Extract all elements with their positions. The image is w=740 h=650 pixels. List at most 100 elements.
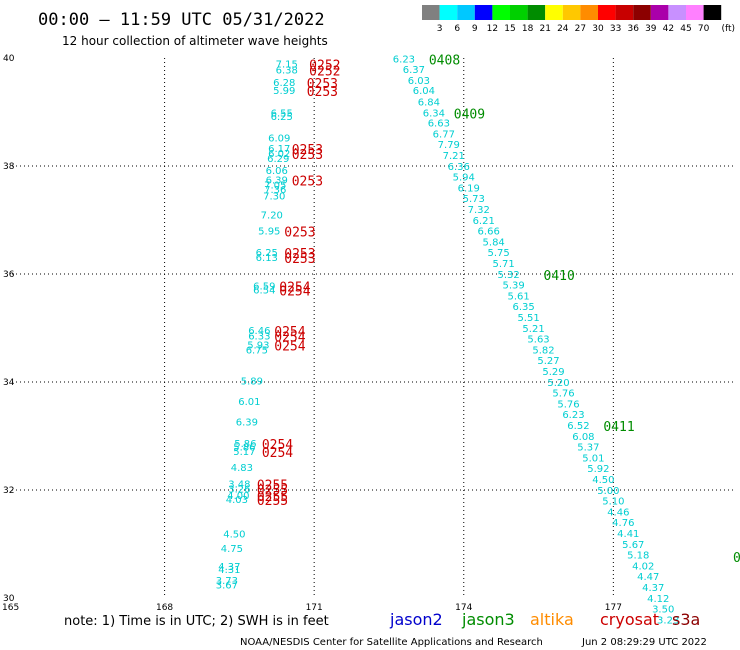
swh-data-point: 3.48 xyxy=(228,479,250,490)
legend-label: 42 xyxy=(663,24,674,34)
swh-data-point: 6.84 xyxy=(418,98,440,109)
swh-data-point: 6.37 xyxy=(403,65,425,76)
swh-data-point: 5.20 xyxy=(547,378,569,389)
pass-time-label: 0253 xyxy=(292,148,323,163)
swh-data-point: 5.94 xyxy=(453,173,475,184)
pass-time-label: 0253 xyxy=(284,252,315,267)
pass-time-label: 0254 xyxy=(279,284,310,299)
satellite-cryosat: cryosat xyxy=(600,610,659,629)
swh-data-point: 4.83 xyxy=(231,463,253,474)
legend-label: 45 xyxy=(680,24,691,34)
swh-data-point: 7.30 xyxy=(263,191,285,202)
swh-data-point: 4.50 xyxy=(592,475,614,486)
swh-data-point: 7.36 xyxy=(264,185,286,196)
y-tick-label: 32 xyxy=(3,486,14,496)
swh-data-point: 6.06 xyxy=(266,166,288,177)
swh-data-point: 6.46 xyxy=(248,326,270,337)
pass-time-label: 0410 xyxy=(544,269,575,284)
swh-data-point: 5.17 xyxy=(233,447,255,458)
legend-label: 15 xyxy=(504,24,515,34)
legend-label: 36 xyxy=(627,24,639,34)
x-tick-label: 168 xyxy=(156,603,173,613)
swh-data-point: 6.38 xyxy=(276,66,298,77)
swh-data-point: 6.75 xyxy=(246,345,268,356)
swh-data-point: 5.37 xyxy=(577,443,599,454)
satellite-jason3: jason3 xyxy=(461,610,515,629)
swh-data-point: 5.76 xyxy=(552,389,574,400)
swh-data-point: 6.19 xyxy=(458,183,480,194)
swh-data-point: 6.59 xyxy=(253,282,275,293)
swh-data-point: 6.09 xyxy=(268,134,290,145)
legend-label: 12 xyxy=(487,24,498,34)
swh-data-point: 6.08 xyxy=(572,432,594,443)
pass-time-label: 0253 xyxy=(307,85,338,100)
swh-data-point: 3.50 xyxy=(652,605,674,616)
legend-swatch xyxy=(562,5,581,20)
pass-time-label: 0254 xyxy=(279,281,310,296)
swh-data-point: 7.15 xyxy=(276,60,298,71)
swh-data-point: 6.33 xyxy=(248,331,270,342)
swh-data-point: 5.32 xyxy=(498,270,520,281)
swh-data-point: 7.21 xyxy=(443,151,465,162)
swh-data-point: 6.23 xyxy=(393,54,415,65)
swh-data-point: 6.13 xyxy=(256,253,278,264)
legend-swatch xyxy=(598,5,616,20)
legend-swatch xyxy=(422,5,440,20)
pass-time-label: 0252 xyxy=(309,59,340,74)
plot-area: 165 168 171 174 1773032343638407.156.386.285… xyxy=(2,53,740,626)
swh-data-point: 5.61 xyxy=(507,291,529,302)
pass-time-label: 0254 xyxy=(274,330,305,345)
swh-data-point: 6.29 xyxy=(267,154,289,165)
swh-data-point: 5.63 xyxy=(527,335,549,346)
swh-data-point: 4.12 xyxy=(647,594,669,605)
pass-time-label: 0408 xyxy=(429,53,460,68)
swh-data-point: 4.37 xyxy=(218,562,240,573)
swh-data-point: 6.52 xyxy=(567,421,589,432)
swh-data-point: 6.39 xyxy=(236,418,258,429)
swh-data-point: 7.79 xyxy=(438,140,460,151)
swh-data-point: 6.01 xyxy=(238,397,260,408)
legend-label: 39 xyxy=(645,24,657,34)
page-title: 00:00 – 11:59 UTC 05/31/2022 xyxy=(38,10,325,30)
x-tick-label: 177 xyxy=(605,603,622,613)
pass-time-label: 0255 xyxy=(257,490,288,505)
swh-data-point: 4.47 xyxy=(637,572,659,583)
swh-data-point: 5.95 xyxy=(258,227,280,238)
swh-data-point: 6.55 xyxy=(271,108,293,119)
swh-data-point: 5.92 xyxy=(587,464,609,475)
swh-data-point: 6.28 xyxy=(273,78,295,89)
legend-swatch xyxy=(457,5,475,20)
pass-time-label: 0254 xyxy=(274,340,305,355)
y-tick-label: 30 xyxy=(3,594,15,604)
swh-data-point: 4.75 xyxy=(221,544,243,555)
swh-data-point: 7.32 xyxy=(468,205,490,216)
satellite-altika: altika xyxy=(530,610,574,629)
swh-data-point: 6.77 xyxy=(433,129,455,140)
swh-data-point: 6.34 xyxy=(423,108,445,119)
legend-swatch xyxy=(703,5,722,20)
footer-note: note: 1) Time is in UTC; 2) SWH is in fe… xyxy=(64,614,329,629)
swh-data-point: 6.54 xyxy=(253,285,275,296)
swh-data-point: 4.76 xyxy=(612,518,634,529)
swh-data-point: 5.89 xyxy=(241,377,263,388)
pass-time-label: 0253 xyxy=(292,143,323,158)
swh-data-point: 6.66 xyxy=(478,227,500,238)
legend-swatch xyxy=(668,5,686,20)
pass-time-label: 0409 xyxy=(454,107,485,122)
swh-data-point: 5.73 xyxy=(463,194,485,205)
pass-time-label: 0255 xyxy=(257,484,288,499)
color-legend: 3 6 9 12 15 18 21 24 27 30 33 36 39 42 45 70 (ft) xyxy=(422,5,735,34)
swh-data-point: 6.17 xyxy=(268,144,290,155)
legend-swatch xyxy=(633,5,651,20)
swh-data-point: 5.51 xyxy=(517,313,539,324)
legend-label: 70 xyxy=(698,24,710,34)
legend-label: 9 xyxy=(472,24,478,34)
swh-data-point: 4.50 xyxy=(223,530,245,541)
swh-data-point: 5.01 xyxy=(582,453,604,464)
swh-data-point: 6.39 xyxy=(266,175,288,186)
swh-data-point: 5.29 xyxy=(542,367,564,378)
swh-data-point: 4.02 xyxy=(632,561,654,572)
pass-time-label: 0254 xyxy=(262,438,293,453)
swh-data-point: 5.99 xyxy=(273,86,295,97)
legend-swatch xyxy=(580,5,598,20)
